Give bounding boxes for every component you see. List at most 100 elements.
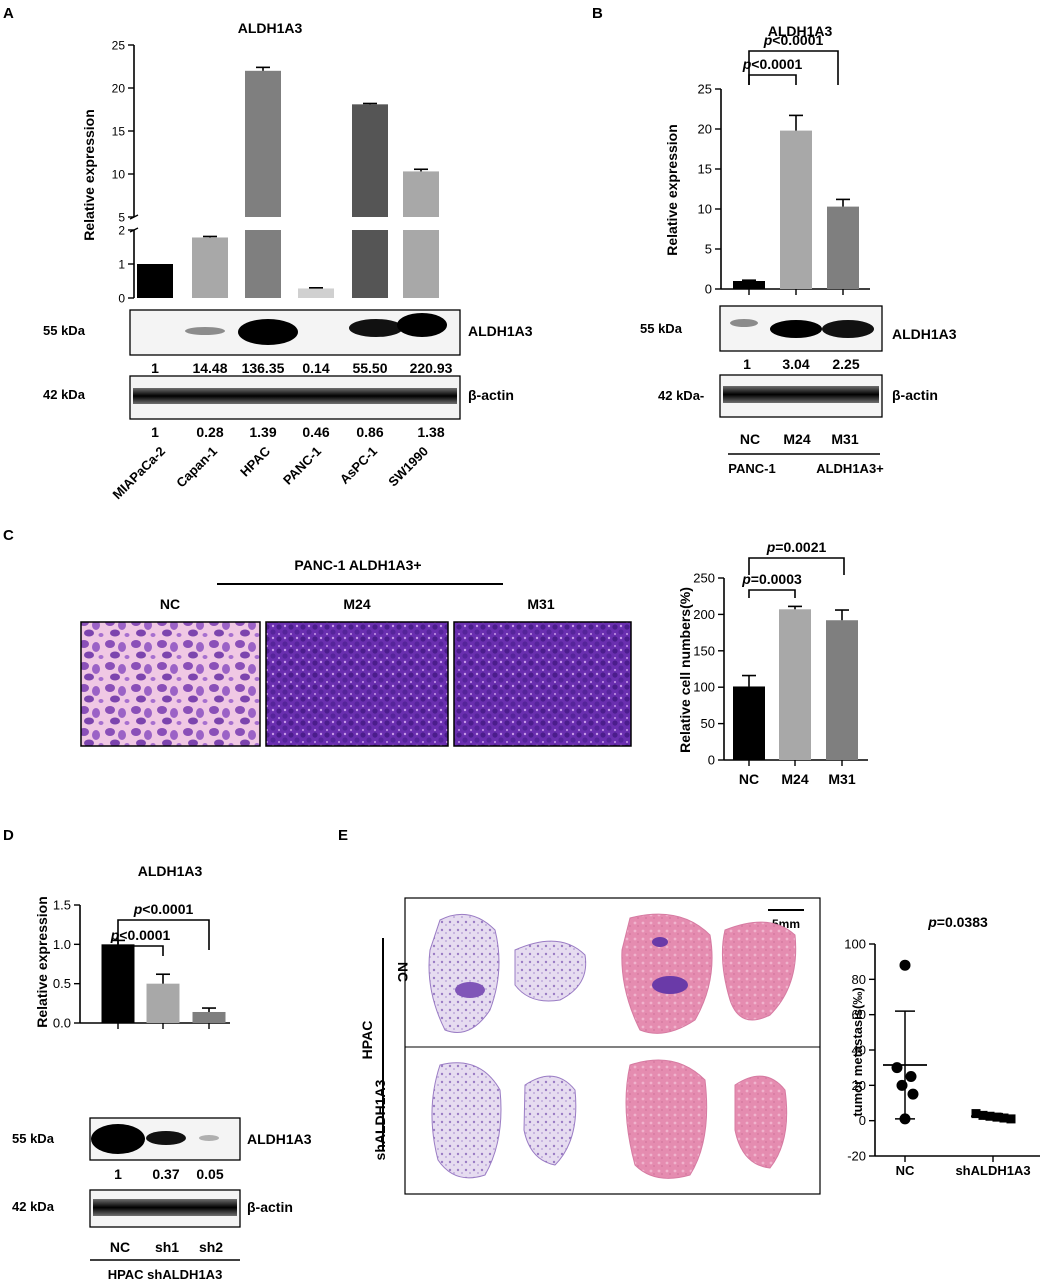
- panel-d-lane-label: NC: [110, 1239, 130, 1255]
- panel-a-quant-value: 55.50: [352, 360, 387, 376]
- panel-d-lane-labels: NC sh1 sh2: [110, 1239, 223, 1255]
- panel-d: D ALDH1A3 Relative expression 0.0 0.5 1.0 1…: [3, 827, 312, 1282]
- panel-d-top-p-value: p<0.0001: [133, 901, 194, 917]
- panel-a-quant-value: 0.46: [302, 424, 329, 440]
- panel-b-y-tick-label: 10: [698, 202, 712, 217]
- panel-b-y-tick-label: 20: [698, 122, 712, 137]
- panel-c-x-label: M31: [828, 771, 855, 787]
- lung-section-sh-2: [523, 1075, 577, 1166]
- panel-a-lane-label: MIAPaCa-2: [109, 444, 168, 503]
- panel-d-inner-p-value: p<0.0001: [110, 927, 171, 943]
- panel-a-y-tick-label: 25: [112, 39, 126, 53]
- lung-section-nc-2: [514, 940, 587, 1002]
- panel-b-lane-labels: NC M24 M31: [740, 431, 859, 447]
- panel-c-bar: [826, 620, 858, 760]
- panel-b-letter: B: [592, 5, 603, 22]
- panel-e-point: [971, 1109, 981, 1119]
- lung-section-nc-4: [721, 921, 797, 1021]
- panel-b-quant-target: 1 3.04 2.25: [743, 356, 860, 372]
- panel-a-quant-value: 136.35: [242, 360, 285, 376]
- panel-e-y-tick-label: -20: [847, 1149, 866, 1164]
- panel-a-quant-value: 1: [151, 424, 159, 440]
- panel-e-point: [999, 1113, 1009, 1123]
- panel-e-point: [899, 1113, 911, 1125]
- panel-a-quant-value: 14.48: [192, 360, 227, 376]
- panel-d-quant-value: 1: [114, 1166, 122, 1182]
- panel-e-x-label: NC: [896, 1163, 915, 1178]
- panel-a-lane-label: HPAC: [237, 443, 273, 479]
- panel-d-top-bracket: [117, 919, 210, 950]
- panel-b-band-control: β-actin: [892, 387, 938, 403]
- panel-e-y-tick-label: 100: [844, 937, 866, 952]
- panel-a-y-tick-label: 2: [118, 224, 125, 238]
- panel-a-bar: [245, 70, 281, 217]
- panel-d-y-tick-label: 0.5: [53, 976, 71, 991]
- panel-e-row-sh: shALDH1A3: [372, 1079, 388, 1160]
- panel-e-point: [978, 1110, 988, 1120]
- panel-a-chart: 0 1 25 10 15 20 25: [112, 39, 439, 306]
- panel-a-quant-value: 0.28: [196, 424, 223, 440]
- panel-a-target-bands: [185, 313, 447, 345]
- panel-d-quant-value: 0.05: [196, 1166, 223, 1182]
- panel-d-group: HPAC shALDH1A3: [108, 1267, 223, 1282]
- panel-e-cell-line: HPAC: [359, 1021, 375, 1060]
- panel-d-y-tick-label: 1.0: [53, 937, 71, 952]
- panel-b-top-bracket: [748, 50, 839, 85]
- panel-a-marker-42: 42 kDa: [43, 387, 86, 402]
- panel-e-point: [891, 1062, 903, 1074]
- panel-b-title: ALDH1A3: [768, 23, 833, 39]
- panel-d-title: ALDH1A3: [138, 863, 203, 879]
- panel-c-bar: [779, 609, 811, 760]
- panel-a-quant-target: 1 14.48 136.35 0.14 55.50 220.93: [151, 360, 453, 376]
- panel-d-bar: [101, 944, 135, 1023]
- panel-a-quant-value: 0.86: [356, 424, 383, 440]
- panel-a: A ALDH1A3 Relative expression 0125101520…: [3, 5, 533, 502]
- panel-b-top-p-value: p<0.0001: [763, 32, 824, 48]
- panel-d-lane-label: sh2: [199, 1239, 223, 1255]
- panel-d-inner-bracket: [117, 945, 164, 956]
- panel-e: E HPAC NC shALDH1A3 5mm tumor metastasis…: [338, 827, 1040, 1195]
- panel-b-inner-bracket: [748, 74, 797, 85]
- lung-section-sh-3: [625, 1059, 708, 1179]
- panel-c-chart: 0 50 100 150 200 250 NC M24 M31: [693, 571, 868, 787]
- panel-c-y-tick-label: 250: [693, 571, 715, 586]
- panel-e-lung-sections: [428, 913, 797, 1179]
- panel-a-y-tick-label: 1: [118, 258, 125, 272]
- lung-section-sh-1: [431, 1062, 502, 1179]
- panel-a-y-tick-label: 20: [112, 82, 126, 96]
- panel-b-band-target: ALDH1A3: [892, 326, 957, 342]
- panel-a-quant-value: 1.38: [417, 424, 444, 440]
- panel-a-ylabel: Relative expression: [81, 109, 97, 241]
- panel-c-label-m31: M31: [527, 596, 554, 612]
- panel-b-marker-55: 55 kDa: [640, 321, 683, 336]
- panel-a-quant-value: 220.93: [410, 360, 453, 376]
- panel-a-lane-label: AsPC-1: [337, 444, 380, 487]
- panel-c-ylabel: Relative cell numbers(%): [677, 587, 693, 753]
- panel-d-target-bands: [91, 1124, 219, 1154]
- panel-c-image-nc: [80, 621, 261, 747]
- panel-c-header: PANC-1 ALDH1A3+: [294, 557, 421, 573]
- panel-e-point: [992, 1112, 1002, 1122]
- panel-e-point: [985, 1111, 995, 1121]
- panel-d-band-target: ALDH1A3: [247, 1131, 312, 1147]
- lung-section-nc-1: [428, 913, 500, 1033]
- panel-d-y-tick-label: 0.0: [53, 1016, 71, 1031]
- panel-a-title: ALDH1A3: [238, 20, 303, 36]
- panel-a-bar: [298, 288, 334, 298]
- panel-a-bar: [192, 237, 228, 298]
- panel-e-y-tick-label: 60: [852, 1007, 866, 1022]
- panel-a-lane-label: PANC-1: [280, 444, 324, 488]
- panel-e-point: [896, 1079, 908, 1091]
- panel-c-y-tick-label: 100: [693, 680, 715, 695]
- panel-b-group-right: ALDH1A3+: [816, 461, 884, 476]
- panel-b-bar: [827, 206, 859, 289]
- panel-b-lane-label: M31: [831, 431, 858, 447]
- panel-e-point: [907, 1088, 919, 1100]
- panel-a-letter: A: [3, 5, 14, 22]
- panel-d-y-tick-label: 1.5: [53, 898, 71, 913]
- panel-c-x-label: M24: [781, 771, 808, 787]
- panel-c-label-nc: NC: [160, 596, 180, 612]
- panel-b-y-tick-label: 25: [698, 82, 712, 97]
- panel-d-lane-label: sh1: [155, 1239, 179, 1255]
